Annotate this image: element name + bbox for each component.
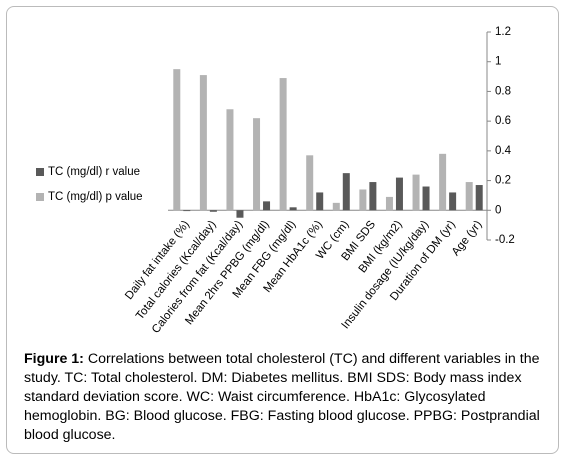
bar xyxy=(439,153,447,211)
bar xyxy=(385,196,393,211)
bar xyxy=(279,78,287,211)
bar xyxy=(449,192,457,211)
bar xyxy=(183,210,191,212)
bar xyxy=(465,182,473,211)
legend-label: TC (mg/dl) r value xyxy=(48,166,140,178)
bar xyxy=(475,185,483,211)
legend-swatch xyxy=(36,193,44,201)
bar xyxy=(359,189,367,211)
chart: -0.2 0 0.2 0.4 0.6 0.8 1 1.2 TC (mg/dl) r value T… xyxy=(36,26,515,336)
bar xyxy=(209,210,217,212)
legend-swatch xyxy=(36,168,44,176)
y-tick-label: 0.6 xyxy=(495,115,511,127)
bar xyxy=(422,186,430,211)
bar xyxy=(306,155,314,211)
bar xyxy=(263,201,271,211)
legend-label: TC (mg/dl) p value xyxy=(48,191,143,203)
bar xyxy=(199,75,207,211)
caption-text: Correlations between total cholesterol (… xyxy=(24,351,540,443)
y-tick-label: 0.4 xyxy=(495,145,512,157)
bar xyxy=(316,192,324,211)
y-tick-label: 1 xyxy=(495,56,501,68)
y-tick-label: 1.2 xyxy=(495,26,511,38)
bar xyxy=(342,173,350,211)
bar xyxy=(289,207,297,211)
caption: Figure 1: Correlations between total cho… xyxy=(24,350,546,445)
bar xyxy=(173,69,181,211)
bar xyxy=(236,210,244,218)
y-tick-label: 0 xyxy=(495,204,501,216)
bar xyxy=(253,118,261,211)
bar xyxy=(412,174,420,211)
bar xyxy=(369,182,377,211)
y-tick-label: 0.2 xyxy=(495,175,511,187)
caption-label: Figure 1: xyxy=(24,351,84,367)
y-tick-label: -0.2 xyxy=(495,234,515,246)
frame xyxy=(6,6,559,454)
bar xyxy=(395,177,403,211)
bar xyxy=(332,202,340,211)
bar xyxy=(226,109,234,211)
y-tick-label: 0.8 xyxy=(495,85,511,97)
